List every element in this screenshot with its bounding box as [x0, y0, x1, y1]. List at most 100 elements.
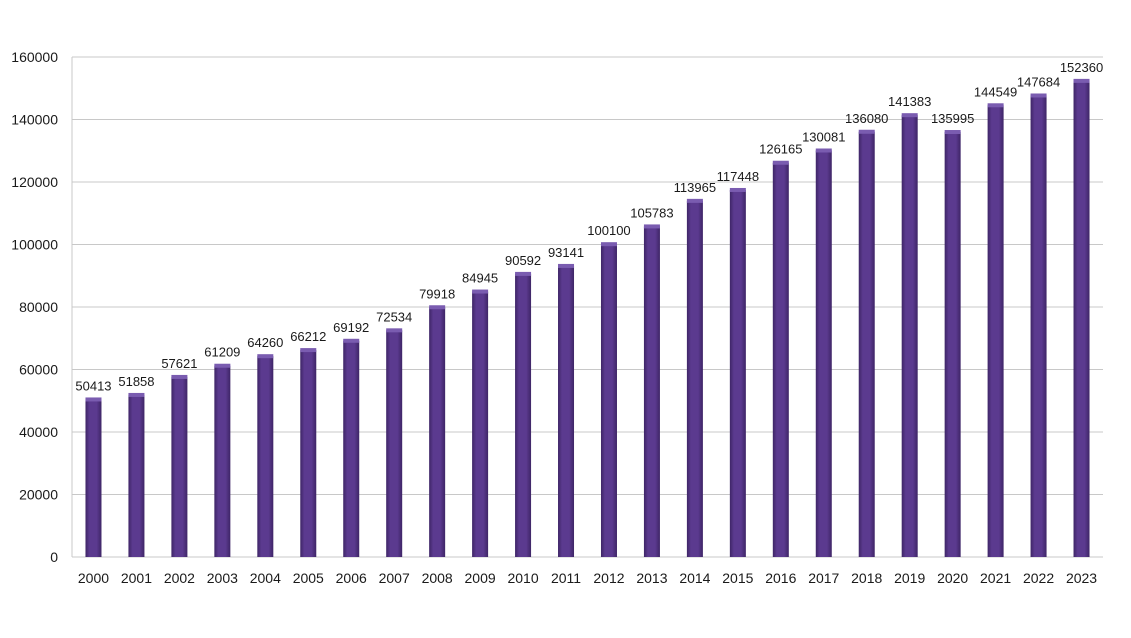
- bar: [429, 307, 446, 557]
- data-label: 72534: [376, 309, 412, 324]
- x-tick-label: 2011: [551, 570, 581, 586]
- bar: [686, 200, 703, 557]
- x-tick-label: 2008: [422, 570, 453, 586]
- bar: [901, 115, 918, 557]
- bar-cap: [944, 130, 961, 135]
- bar-cap: [214, 363, 231, 368]
- bar: [386, 330, 403, 557]
- x-tick-label: 2023: [1066, 570, 1097, 586]
- x-tick-label: 2001: [121, 570, 152, 586]
- x-tick-label: 2013: [636, 570, 667, 586]
- y-tick-label: 0: [50, 549, 58, 565]
- x-tick-label: 2015: [722, 570, 753, 586]
- bar: [85, 399, 102, 557]
- bar-cap: [429, 305, 446, 310]
- data-label: 51858: [118, 374, 154, 389]
- data-label: 135995: [931, 111, 974, 126]
- bar-cap: [472, 289, 489, 294]
- bar: [729, 189, 746, 557]
- bar-cap: [1030, 93, 1047, 98]
- y-tick-label: 140000: [11, 112, 58, 128]
- data-label: 57621: [161, 356, 197, 371]
- bar-cap: [600, 242, 617, 247]
- data-label: 84945: [462, 271, 498, 286]
- x-tick-label: 2000: [78, 570, 109, 586]
- bar-cap: [515, 271, 532, 276]
- y-tick-label: 120000: [11, 174, 58, 190]
- data-label: 69192: [333, 320, 369, 335]
- bar-cap: [643, 224, 660, 229]
- bar-cap: [1073, 78, 1090, 83]
- bar-cap: [128, 392, 145, 397]
- bar: [257, 356, 274, 557]
- data-label: 79918: [419, 286, 455, 301]
- data-label: 130081: [802, 129, 845, 144]
- data-label: 61209: [204, 345, 240, 360]
- bar-cap: [257, 354, 274, 359]
- bar: [214, 365, 231, 557]
- bar-cap: [171, 374, 188, 379]
- bar: [558, 265, 575, 557]
- y-tick-label: 160000: [11, 49, 58, 65]
- x-tick-label: 2016: [765, 570, 796, 586]
- bar: [944, 132, 961, 557]
- bar: [171, 376, 188, 557]
- bar-cap: [386, 328, 403, 333]
- x-tick-label: 2021: [980, 570, 1011, 586]
- bar-cap: [858, 129, 875, 134]
- gridlines: [71, 56, 1103, 558]
- bar: [600, 244, 617, 557]
- data-label: 144549: [974, 84, 1017, 99]
- x-axis-ticks: 2000 2001 2002 2003 2004 2005 2006 2007 2008 2009…: [78, 570, 1097, 586]
- x-tick-label: 2018: [851, 570, 882, 586]
- x-tick-label: 2010: [507, 570, 538, 586]
- data-label: 136080: [845, 111, 888, 126]
- data-label: 93141: [548, 245, 584, 260]
- data-label: 66212: [290, 329, 326, 344]
- bar: [987, 105, 1004, 558]
- y-tick-label: 20000: [19, 487, 58, 503]
- bar: [300, 350, 317, 557]
- data-label: 126165: [759, 142, 802, 157]
- bar-cap: [85, 397, 102, 402]
- bar-cap: [558, 263, 575, 268]
- data-label: 105783: [630, 205, 673, 220]
- data-label: 64260: [247, 335, 283, 350]
- data-label: 113965: [674, 180, 716, 195]
- bar-cap: [815, 148, 832, 153]
- x-tick-label: 2022: [1023, 570, 1054, 586]
- bar: [128, 394, 145, 557]
- bar-cap: [686, 198, 703, 203]
- y-tick-label: 100000: [11, 237, 58, 253]
- x-tick-label: 2005: [293, 570, 324, 586]
- x-tick-label: 2017: [808, 570, 839, 586]
- data-label: 100100: [587, 223, 630, 238]
- x-tick-label: 2002: [164, 570, 195, 586]
- bar-cap: [987, 103, 1004, 108]
- bar: [858, 131, 875, 557]
- bar: [343, 340, 360, 557]
- x-tick-label: 2004: [250, 570, 281, 586]
- bar: [1030, 95, 1047, 558]
- bar: [815, 150, 832, 557]
- x-tick-label: 2006: [336, 570, 367, 586]
- x-tick-label: 2020: [937, 570, 968, 586]
- bar: [643, 226, 660, 557]
- x-tick-label: 2009: [465, 570, 496, 586]
- x-tick-label: 2003: [207, 570, 238, 586]
- bars: [85, 78, 1090, 558]
- bar-cap: [300, 348, 317, 353]
- x-tick-label: 2019: [894, 570, 925, 586]
- bar: [472, 291, 489, 557]
- bar: [515, 273, 532, 557]
- bar-cap: [901, 113, 918, 118]
- bar-cap: [772, 160, 789, 165]
- x-tick-label: 2014: [679, 570, 710, 586]
- y-tick-label: 80000: [19, 299, 58, 315]
- data-label: 117448: [717, 169, 759, 184]
- bar: [772, 162, 789, 557]
- data-label: 152360: [1060, 60, 1103, 75]
- bar-cap: [729, 187, 746, 192]
- y-axis-ticks: 0 20000 40000 60000 80000 100000 120000 140000 1…: [11, 49, 58, 565]
